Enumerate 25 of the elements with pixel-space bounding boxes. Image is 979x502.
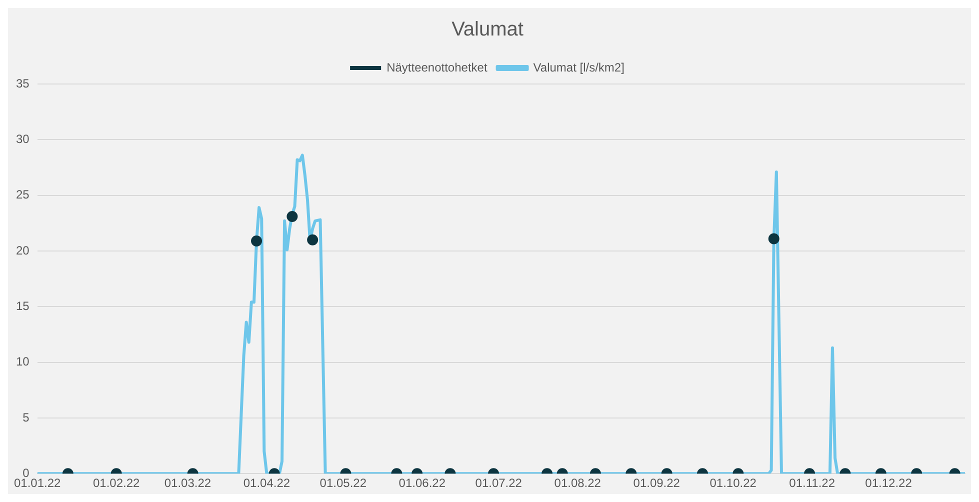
y-tick-label: 30 [16, 132, 30, 146]
x-tick-label: 01.02.22 [92, 476, 140, 490]
y-tick-label: 10 [16, 354, 30, 369]
chart-title: Valumat [452, 18, 524, 41]
y-tick-label: 15 [16, 298, 30, 313]
x-tick-label: 01.09.22 [633, 476, 680, 490]
point [307, 234, 318, 246]
x-tick-label: 01.08.22 [554, 476, 602, 490]
x-tick-label: 01.05.22 [320, 476, 367, 490]
y-tick-label: 20 [16, 243, 30, 258]
x-tick-label: 01.07.22 [475, 476, 522, 490]
y-tick-label: 25 [16, 188, 30, 202]
y-tick-label: 5 [22, 410, 30, 424]
x-tick-label: 01.12.22 [865, 476, 912, 490]
x-tick-label: 01.11.22 [789, 476, 836, 490]
point [251, 235, 262, 246]
x-tick-label: 01.03.22 [164, 476, 212, 490]
x-tick-label: 01.10.22 [710, 476, 757, 490]
x-tick-label: 01.06.22 [398, 476, 446, 490]
point [286, 210, 298, 222]
legend-label: Näytteenottohetket [386, 60, 488, 74]
point [768, 233, 780, 244]
x-tick-label: 01.04.22 [243, 476, 290, 490]
legend-label: Valumat [l/s/km2] [533, 60, 624, 74]
y-tick-label: 35 [16, 76, 30, 90]
